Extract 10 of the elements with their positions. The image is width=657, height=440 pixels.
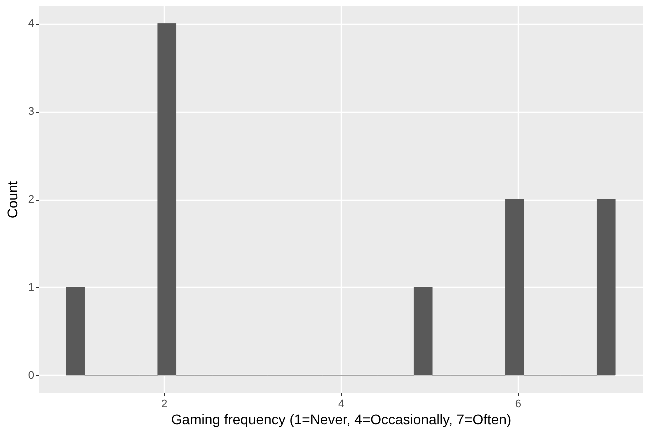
x-tick-label: 2 <box>162 398 168 410</box>
y-tick-label: 0 <box>28 370 34 382</box>
x-tick-label: 6 <box>515 398 522 410</box>
x-tick-label: 4 <box>338 398 345 410</box>
y-tick-label: 1 <box>28 282 34 294</box>
y-tick-label: 4 <box>28 18 34 30</box>
y-tick-label: 2 <box>28 194 34 206</box>
y-axis-title: Count <box>4 181 20 219</box>
y-tick-label: 3 <box>28 106 34 118</box>
x-axis-title: Gaming frequency (1=Never, 4=Occasionally, 7=Often) <box>171 412 512 428</box>
